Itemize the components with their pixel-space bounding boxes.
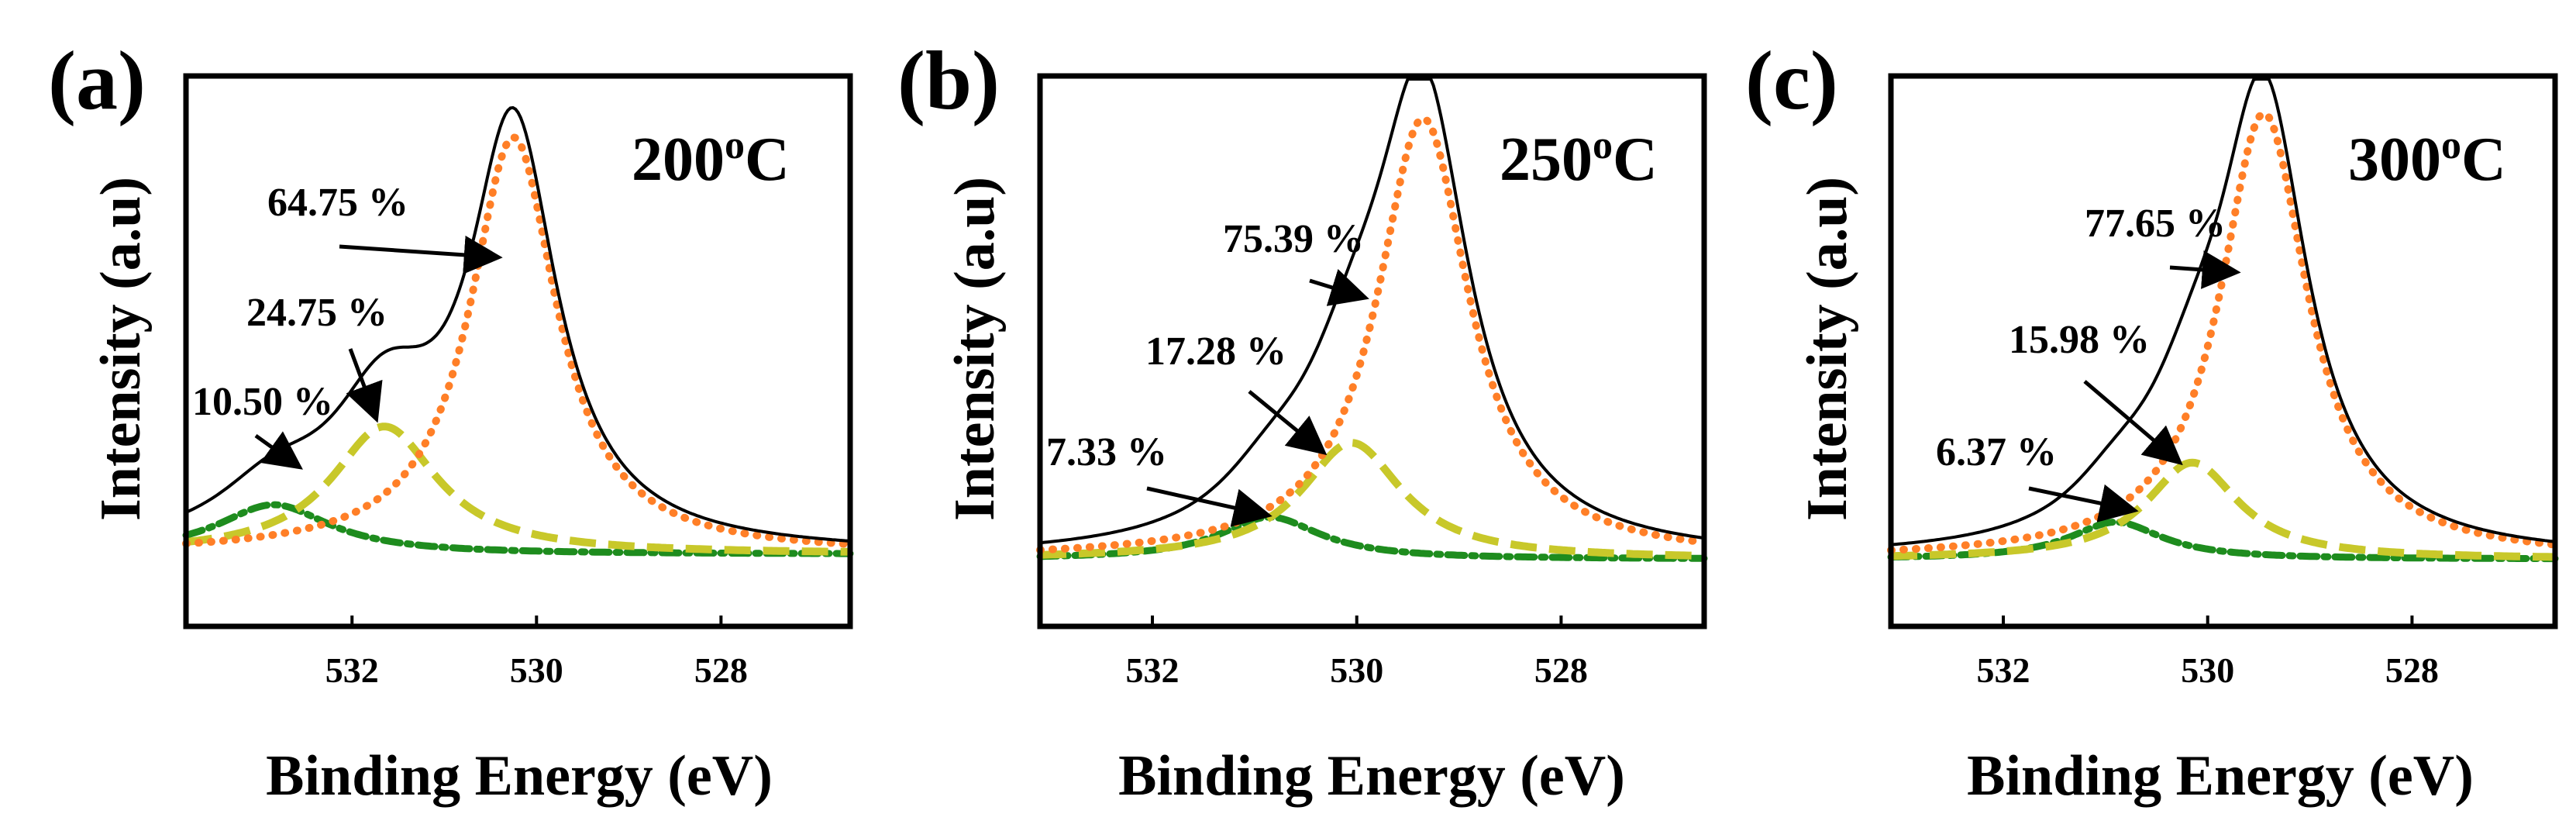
panel-label: (a) [48,35,146,127]
plot-area: 532 530 528 77.65 % 15.98 % 6.37 % [1887,73,2559,690]
annotation-arrow [1309,269,1369,306]
x-tick-label: 532 [1977,650,2030,690]
x-axis-label: Binding Energy (eV) [266,744,773,808]
panel-c: (c) 300oC Intensity (a.u) Binding Energy… [1745,35,2559,808]
x-tick-label: 530 [510,650,563,690]
percent-annotation: 7.33 % [1046,430,1167,474]
percent-annotation: 24.75 % [246,291,387,335]
plot-frame [1888,73,2558,629]
annotation-arrow [2169,250,2241,289]
temperature-label: 250oC [1500,123,1658,195]
series-chemisorbed-oxygen [1036,513,1708,562]
x-tick-label: 528 [1534,650,1588,690]
series-oxygen-vacancy [1039,439,1705,560]
annotation-arrow [339,235,503,274]
y-axis-label: Intensity (a.u) [943,177,1007,521]
series-lattice-oxygen [1036,114,1708,554]
panel-label: (b) [897,35,1000,127]
x-tick-label: 532 [325,650,379,690]
y-axis-label: Intensity (a.u) [1796,177,1859,521]
y-axis-label: Intensity (a.u) [89,177,153,521]
percent-annotation: 10.50 % [192,380,333,424]
x-tick-label: 532 [1126,650,1180,690]
x-axis-label: Binding Energy (eV) [1118,744,1625,808]
temperature-label: 300oC [2348,123,2506,195]
x-tick-label: 530 [1330,650,1383,690]
plot-area: 532 530 528 64.75 % 24.75 % 10.50 % [182,73,854,690]
annotation-arrow [2028,484,2139,522]
annotation-arrow [1146,486,1273,527]
x-tick-label: 530 [2181,650,2234,690]
temperature-label: 200oC [632,123,790,195]
series-envelope [1039,78,1705,545]
series-oxygen-vacancy [185,422,851,556]
percent-annotation: 17.28 % [1145,329,1286,374]
annotation-arrow [1248,390,1328,456]
series-envelope [1890,78,2556,547]
annotation-arrow [2083,380,2183,466]
x-axis-label: Binding Energy (eV) [1967,744,2474,808]
x-tick-label: 528 [2385,650,2439,690]
annotation-arrow [346,348,383,423]
panel-a: (a) 200oC Intensity (a.u) Binding Energy… [48,35,854,808]
percent-annotation: 77.65 % [2085,202,2226,246]
plot-area: 532 530 528 75.39 % 17.28 % 7.33 % [1036,73,1708,690]
plot-frame [1037,73,1707,629]
percent-annotation: 15.98 % [2009,318,2150,362]
series-oxygen-vacancy [1890,458,2556,561]
annotation-arrow [254,431,303,470]
percent-annotation: 75.39 % [1223,217,1364,261]
plot-frame [183,73,853,629]
series-lattice-oxygen [182,133,854,548]
series-chemisorbed-oxygen [1887,518,2559,563]
panel-label: (c) [1745,35,1838,127]
panel-b: (b) 250oC Intensity (a.u) Binding Energy… [897,35,1708,808]
percent-annotation: 64.75 % [267,181,408,225]
percent-annotation: 6.37 % [1936,430,2057,474]
x-tick-label: 528 [694,650,748,690]
